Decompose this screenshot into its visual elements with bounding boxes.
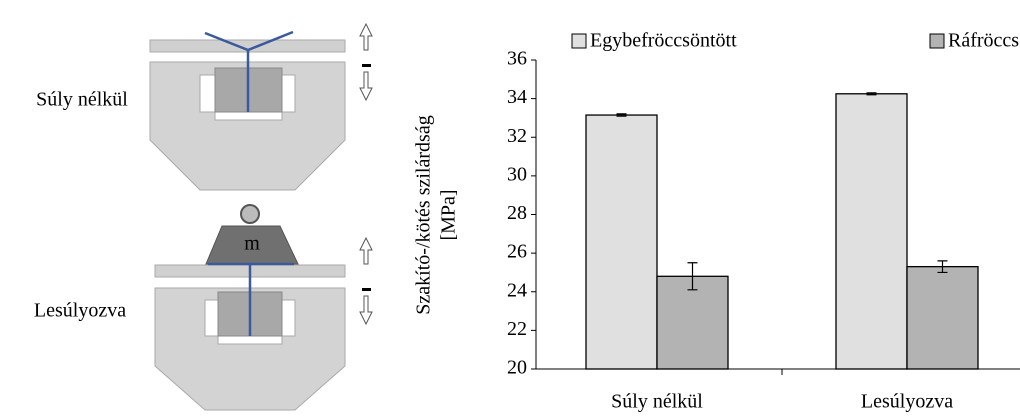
arrow	[360, 238, 372, 264]
x-tick-label: Lesúlyozva	[861, 391, 953, 413]
legend-label: Egybefröccsöntött	[590, 30, 737, 52]
weight-label: m	[244, 233, 260, 255]
y-tick-label: 20	[507, 357, 527, 379]
y-tick-label: 32	[507, 125, 527, 147]
y-tick-label: 22	[507, 318, 527, 340]
y-axis-label: [MPa]	[438, 189, 460, 240]
legend-label: Ráfröccsöntött	[948, 30, 1020, 52]
y-tick-label: 34	[507, 86, 527, 108]
diagram: Súly nélkül m Lesúlyozva	[34, 24, 372, 410]
weight-hook	[241, 205, 259, 223]
arrow	[360, 72, 372, 100]
y-tick-label: 28	[507, 202, 527, 224]
y-tick-label: 26	[507, 241, 527, 263]
bar	[907, 267, 978, 369]
diagram-label: Lesúlyozva	[34, 300, 126, 322]
diagram-label: Súly nélkül	[36, 89, 128, 111]
y-tick-label: 24	[507, 279, 527, 301]
marker	[362, 288, 371, 291]
y-tick-label: 36	[507, 48, 527, 70]
y-axis-label: Szakító-/kötés szilárdság	[413, 115, 435, 314]
marker	[362, 64, 371, 67]
legend-swatch	[572, 34, 586, 48]
legend-swatch	[930, 34, 944, 48]
x-tick-label: Súly nélkül	[611, 391, 703, 413]
chart: Szakító-/kötés szilárdság [MPa] 20 22 24 26…	[413, 30, 1020, 413]
arrow	[360, 296, 372, 324]
figure: Súly nélkül m Lesúlyozva Szakító-/kötés …	[0, 0, 1020, 416]
arrow	[360, 24, 372, 50]
bar	[586, 115, 657, 369]
bar	[836, 94, 907, 369]
y-tick-label: 30	[507, 163, 527, 185]
